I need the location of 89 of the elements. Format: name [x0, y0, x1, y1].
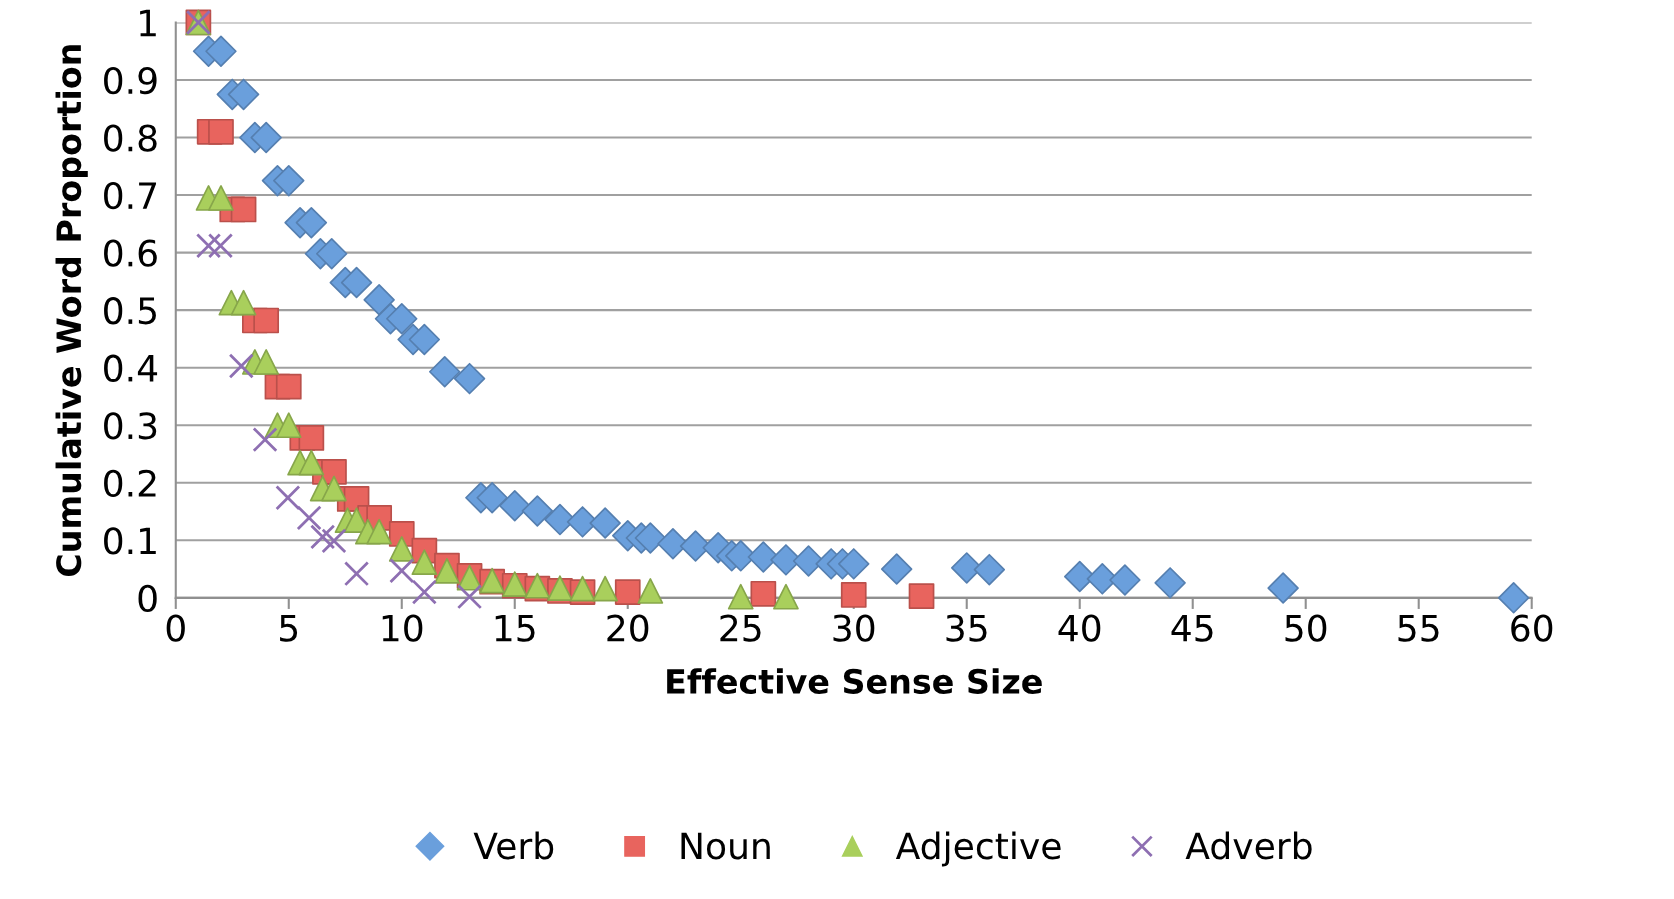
y-tick-label: 0.7 — [104, 182, 157, 210]
point — [840, 582, 867, 608]
point — [908, 583, 935, 609]
point — [321, 475, 347, 502]
point — [208, 185, 234, 211]
point — [637, 578, 664, 604]
point — [1109, 564, 1141, 596]
y-tick-label: 0.8 — [104, 124, 157, 152]
point — [230, 196, 257, 223]
point — [208, 118, 234, 145]
x-tick-label: 40 — [1058, 614, 1101, 642]
point — [230, 289, 257, 316]
point — [275, 485, 301, 511]
point — [340, 266, 373, 299]
y-tick-label: 0.2 — [104, 469, 156, 497]
point — [366, 518, 393, 545]
point — [727, 583, 754, 610]
point — [298, 449, 325, 476]
x-tick-label: 0 — [166, 614, 185, 642]
point — [614, 579, 641, 605]
point — [343, 561, 370, 587]
point — [310, 524, 336, 550]
point — [634, 522, 667, 554]
x-axis-title: Effective Sense Size — [667, 668, 1042, 694]
point — [321, 528, 347, 554]
point — [592, 575, 619, 602]
point — [456, 584, 483, 610]
y-axis-title: Cumulative Word Proportion — [55, 45, 88, 577]
point — [250, 121, 282, 154]
point — [453, 362, 486, 395]
point — [388, 536, 415, 562]
point — [363, 284, 395, 316]
point — [1154, 567, 1186, 599]
point — [1497, 582, 1530, 614]
x-tick-label: 60 — [1511, 614, 1553, 642]
x-tick-label: 20 — [607, 614, 649, 642]
point — [253, 307, 280, 334]
x-tick-label: 15 — [495, 614, 535, 642]
point — [499, 490, 531, 522]
y-tick-label: 0.5 — [104, 297, 156, 325]
legend-label: Verb — [473, 831, 554, 860]
x-tick-label: 25 — [720, 614, 761, 642]
point — [275, 373, 302, 400]
point — [207, 233, 234, 259]
point — [411, 579, 437, 605]
point — [521, 495, 554, 527]
point — [973, 553, 1006, 586]
point — [228, 353, 254, 379]
x-tick-label: 10 — [382, 614, 423, 642]
x-tick-label: 30 — [833, 614, 875, 642]
point — [252, 427, 278, 453]
y-tick-label: 0.4 — [104, 354, 158, 382]
y-tick-label: 1 — [140, 9, 156, 37]
point — [1267, 572, 1299, 604]
point — [295, 206, 328, 239]
x-tick-label: 50 — [1285, 614, 1327, 642]
x-tick-label: 5 — [280, 614, 298, 642]
legend-label: Adjective — [895, 831, 1061, 867]
y-tick-label: 0.1 — [104, 527, 156, 555]
point — [411, 549, 438, 576]
point — [838, 548, 870, 580]
point — [386, 303, 418, 335]
y-tick-label: 0.9 — [104, 66, 157, 95]
point — [434, 557, 460, 584]
point — [750, 580, 777, 607]
legend-label: Noun — [681, 832, 770, 860]
x-tick-label: 45 — [1171, 614, 1213, 642]
point — [253, 349, 280, 375]
point — [273, 164, 305, 197]
point — [773, 583, 799, 610]
point — [389, 558, 415, 584]
point — [275, 412, 302, 439]
point — [589, 507, 621, 539]
x-tick-label: 35 — [946, 614, 987, 642]
point — [205, 35, 237, 67]
point — [298, 425, 325, 451]
y-tick-label: 0.3 — [104, 412, 157, 440]
point — [195, 233, 222, 259]
point — [315, 238, 348, 270]
point — [428, 355, 461, 388]
legend-label: Adverb — [1185, 831, 1312, 860]
point — [476, 481, 508, 514]
y-tick-label: 0 — [138, 584, 157, 613]
point — [227, 78, 260, 111]
point — [408, 323, 441, 356]
point — [880, 553, 913, 585]
point — [296, 505, 322, 531]
y-tick-label: 0.6 — [104, 239, 157, 267]
x-tick-label: 55 — [1398, 614, 1439, 642]
